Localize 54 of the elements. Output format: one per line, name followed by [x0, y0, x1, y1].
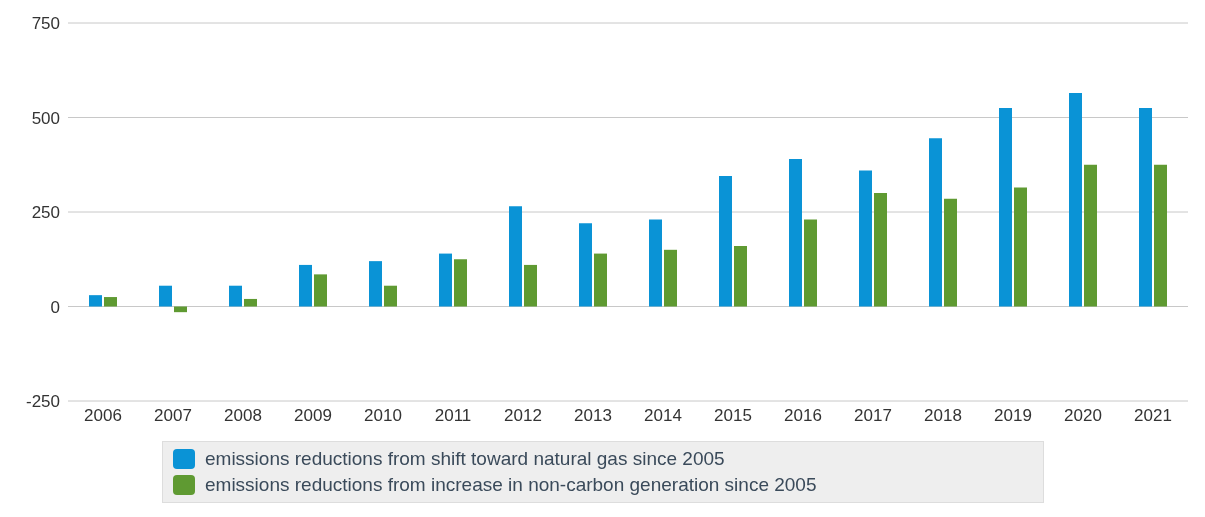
- bar: [664, 249, 677, 307]
- bar: [439, 253, 452, 307]
- bar: [594, 253, 607, 307]
- bar: [929, 138, 942, 307]
- bar: [874, 193, 887, 307]
- bar: [159, 285, 172, 307]
- x-tick-label: 2018: [924, 406, 962, 426]
- bar: [804, 219, 817, 307]
- x-tick-label: 2020: [1064, 406, 1102, 426]
- bar: [104, 297, 117, 307]
- y-tick-label: 0: [50, 297, 60, 317]
- bar: [649, 219, 662, 307]
- bar: [509, 206, 522, 307]
- x-tick-label: 2009: [294, 406, 332, 426]
- bar: [229, 285, 242, 307]
- bar: [789, 159, 802, 307]
- x-tick-label: 2017: [854, 406, 892, 426]
- y-tick-label: 750: [31, 14, 60, 34]
- x-tick-label: 2016: [784, 406, 822, 426]
- x-tick-label: 2006: [84, 406, 122, 426]
- x-tick-label: 2021: [1134, 406, 1172, 426]
- y-tick-label: -250: [25, 392, 60, 412]
- bar: [454, 259, 467, 307]
- bar: [314, 274, 327, 307]
- x-tick-label: 2013: [574, 406, 612, 426]
- y-tick-label: 250: [31, 203, 60, 223]
- bar: [244, 298, 257, 307]
- bar: [369, 261, 382, 307]
- x-tick-label: 2014: [644, 406, 682, 426]
- bar: [1069, 92, 1082, 307]
- x-tick-label: 2012: [504, 406, 542, 426]
- x-tick-label: 2019: [994, 406, 1032, 426]
- legend-label: emissions reductions from increase in non-carbon generation since 2005: [205, 473, 817, 497]
- bar: [89, 295, 102, 307]
- bar: [1014, 187, 1027, 307]
- bar: [944, 198, 957, 307]
- bar: [999, 108, 1012, 307]
- x-tick-label: 2015: [714, 406, 752, 426]
- y-tick-label: 500: [31, 108, 60, 128]
- x-tick-label: 2011: [434, 406, 472, 426]
- bar: [579, 223, 592, 307]
- bar: [734, 246, 747, 307]
- x-tick-label: 2010: [364, 406, 402, 426]
- bar: [719, 176, 732, 307]
- legend-label: emissions reductions from shift toward natural gas since 2005: [205, 447, 725, 471]
- bar: [1084, 164, 1097, 307]
- bar: [384, 285, 397, 307]
- x-tick-label: 2007: [154, 406, 192, 426]
- bar: [1154, 164, 1167, 307]
- bar: [524, 264, 537, 307]
- bar: [1139, 108, 1152, 307]
- x-tick-label: 2008: [224, 406, 262, 426]
- bar: [859, 170, 872, 307]
- bar: [299, 264, 312, 307]
